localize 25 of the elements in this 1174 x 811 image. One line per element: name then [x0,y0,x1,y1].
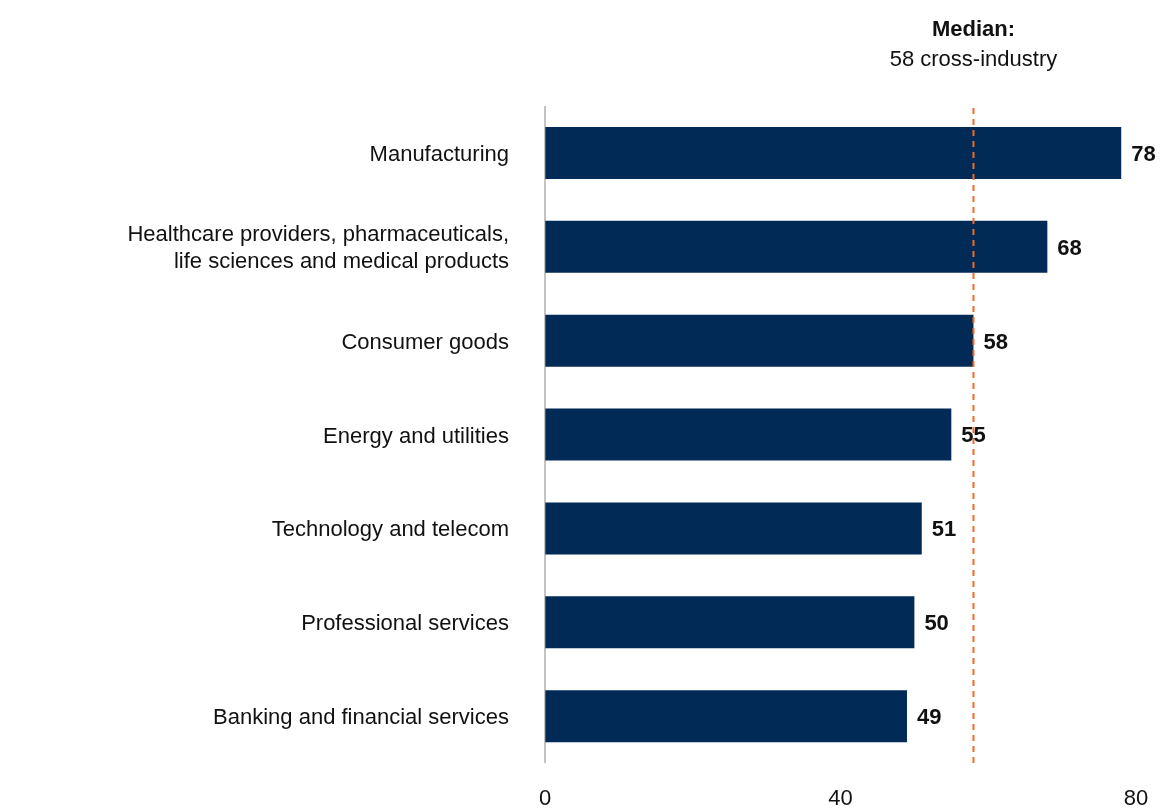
data-label: 49 [916,703,942,729]
data-label: 55 [961,422,986,448]
bar [545,690,907,743]
y-tick-label: Energy and utilities [323,422,509,448]
y-tick-label: Professional services [301,610,509,636]
y-tick-label: Healthcare providers, pharmaceuticals, life sciences and medical products [127,221,509,274]
x-tick-label: 40 [828,784,853,810]
bar [545,502,922,555]
x-tick-label: 0 [538,784,552,810]
bar [545,408,952,461]
data-label: 78 [1131,140,1156,166]
data-label: 50 [924,610,949,636]
y-tick-label: Technology and telecom [271,516,509,542]
y-tick-label: Banking and financial services [213,704,509,730]
ref-line-label: Median: 58 cross-industry [889,16,1058,71]
bar [545,314,974,367]
data-label: 51 [931,516,957,542]
data-label: 58 [983,328,1008,354]
bar [545,127,1122,179]
data-label: 68 [1057,234,1082,260]
bar [545,596,915,649]
y-tick-label: Consumer goods [341,328,509,354]
y-tick-label: Manufacturing [369,140,509,166]
bar [545,220,1048,273]
x-tick-label: 80 [1123,784,1149,810]
